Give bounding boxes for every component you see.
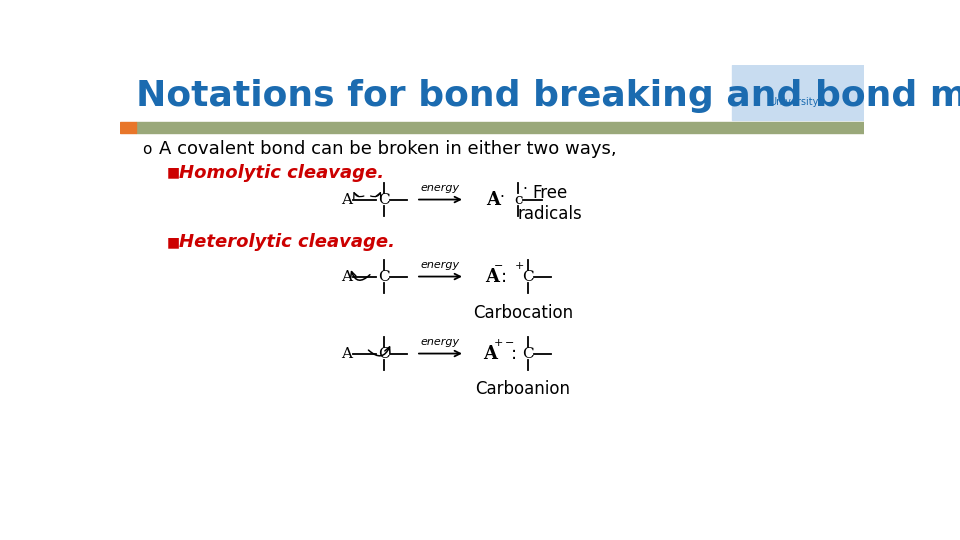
Text: −: − xyxy=(493,261,503,271)
Text: A: A xyxy=(341,269,351,284)
Text: +: + xyxy=(516,261,524,271)
Text: o: o xyxy=(142,142,151,157)
Text: A: A xyxy=(485,267,499,286)
Text: A: A xyxy=(484,345,497,362)
Text: C: C xyxy=(377,347,390,361)
Text: Carbocation: Carbocation xyxy=(473,303,573,321)
Bar xyxy=(732,65,864,120)
Text: ■: ■ xyxy=(166,235,180,249)
Text: ■: ■ xyxy=(166,166,180,180)
Text: A covalent bond can be broken in either two ways,: A covalent bond can be broken in either … xyxy=(158,140,616,159)
Text: −: − xyxy=(504,338,514,348)
Text: C: C xyxy=(522,269,534,284)
Bar xyxy=(135,122,864,132)
Text: :: : xyxy=(511,345,516,362)
Text: c: c xyxy=(515,193,522,206)
Text: energy: energy xyxy=(420,338,460,347)
Text: ·: · xyxy=(499,190,505,205)
Text: energy: energy xyxy=(420,184,460,193)
Text: Heterolytic cleavage.: Heterolytic cleavage. xyxy=(179,233,395,251)
Text: C: C xyxy=(522,347,534,361)
Bar xyxy=(120,122,135,132)
Text: A: A xyxy=(341,347,351,361)
Text: Carboanion: Carboanion xyxy=(475,381,570,399)
Text: A: A xyxy=(341,193,351,206)
Text: C: C xyxy=(377,193,390,206)
Text: :: : xyxy=(501,267,508,286)
Text: C: C xyxy=(377,269,390,284)
Text: Homolytic cleavage.: Homolytic cleavage. xyxy=(179,164,384,181)
Text: A: A xyxy=(487,191,500,208)
Text: ·: · xyxy=(522,182,527,197)
Text: Free
radicals: Free radicals xyxy=(517,184,583,223)
Text: +: + xyxy=(493,338,503,348)
Text: University: University xyxy=(770,97,819,107)
Text: Notations for bond breaking and bond making: Notations for bond breaking and bond mak… xyxy=(135,79,960,113)
Text: energy: energy xyxy=(420,260,460,271)
